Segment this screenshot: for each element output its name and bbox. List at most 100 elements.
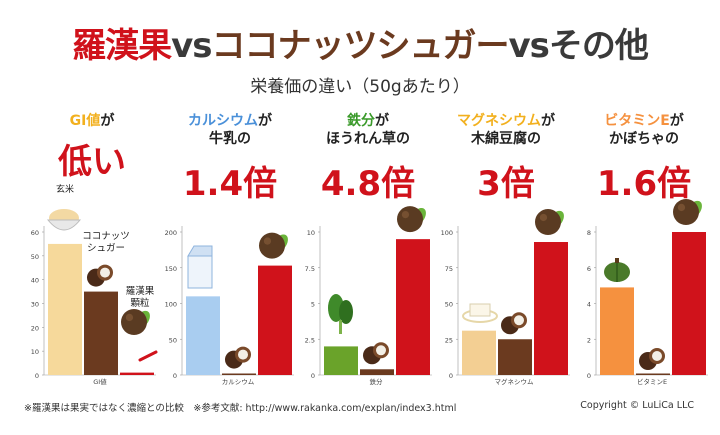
- y-tick-label: 10: [307, 229, 315, 237]
- x-category-label: 鉄分: [370, 377, 384, 386]
- luohan-fruit-icon: [259, 232, 288, 259]
- title-vs-2: vs: [508, 26, 550, 66]
- y-tick-label: 4: [587, 301, 591, 309]
- bar-luohan-guo: [672, 232, 706, 375]
- panel-keyword-suffix: が: [541, 113, 555, 129]
- panel-heading: ビタミンEがかぼちゃの: [574, 112, 714, 148]
- y-tick-label: 2: [587, 336, 591, 344]
- label-brown-rice: 玄米: [56, 183, 74, 195]
- title-luohan: 羅漢果: [72, 26, 172, 66]
- luohan-fruit-icon: [673, 199, 702, 225]
- page-title: 羅漢果vsココナッツシュガーvsその他: [0, 18, 720, 67]
- y-tick-label: 50: [169, 336, 177, 344]
- bar-luohan-guo: [534, 242, 568, 375]
- chart-panel-1: GI値が 低い 0 10 20 30 40 50 60 GI値 玄米 ココナッツ シュガー 羅漢果 顆粒: [22, 112, 162, 392]
- footnote: ※羅漢果は果実ではなく濃縮との比較 ※参考文献: http://www.raka…: [24, 403, 457, 414]
- bar-comparison: [462, 330, 496, 375]
- x-category-label: ビタミンE: [637, 377, 667, 386]
- coconut-icon: [501, 312, 527, 335]
- spinach-icon: [328, 294, 353, 334]
- label-luohan-guo-2: 顆粒: [130, 297, 150, 309]
- luohan-fruit-icon: [535, 209, 564, 236]
- chart-panel-5: ビタミンEが かぼちゃの 1.6倍 0 2 4 6 8 ビタミンE: [574, 112, 714, 392]
- bar-luohan-guo: [120, 372, 154, 375]
- panel-comparison-text: ほうれん草の: [326, 131, 410, 147]
- y-tick-label: 50: [445, 301, 453, 309]
- coconut-icon: [87, 264, 113, 287]
- panel-comparison-text: かぼちゃの: [609, 131, 679, 147]
- rice-bowl-icon: [46, 209, 82, 231]
- y-tick-label: 100: [441, 229, 453, 237]
- panel-keyword: ビタミンE: [604, 113, 670, 129]
- panel-highlight-value: 1.4倍: [182, 164, 278, 204]
- x-category-label: GI値: [93, 377, 107, 386]
- y-tick-label: 0: [173, 372, 177, 380]
- chart-panel-2: カルシウムが 牛乳の 1.4倍 0 50 100 150 200 カルシウム: [160, 112, 300, 392]
- bar-chart: 0 2 4 6 8 ビタミンE: [587, 199, 708, 386]
- bar-chart: 0 50 100 150 200 カルシウム: [165, 226, 294, 386]
- bar-coconut-sugar: [360, 369, 394, 375]
- pumpkin-icon: [604, 258, 630, 282]
- milk-carton-icon: [187, 245, 213, 289]
- label-luohan-guo: 羅漢果: [126, 285, 155, 297]
- coconut-icon: [225, 346, 251, 369]
- panel-highlight-value: 3倍: [477, 164, 535, 204]
- panel-heading: GI値が: [22, 112, 162, 130]
- y-tick-label: 0: [311, 372, 315, 380]
- panel-keyword: マグネシウム: [457, 113, 541, 129]
- panel-keyword: 鉄分: [347, 113, 375, 129]
- bar-comparison: [48, 243, 82, 375]
- bar-luohan-guo: [258, 265, 292, 375]
- y-tick-label: 200: [165, 229, 177, 237]
- panel-highlight-value: 1.6倍: [596, 164, 692, 204]
- x-category-label: マグネシウム: [495, 377, 535, 386]
- bar-comparison: [324, 346, 358, 375]
- bar-coconut-sugar: [636, 373, 670, 375]
- x-category-label: カルシウム: [222, 378, 255, 386]
- panel-keyword-suffix: が: [669, 113, 684, 129]
- panel-highlight-value: 低い: [58, 142, 126, 182]
- y-tick-label: 7.5: [305, 265, 315, 273]
- luohan-fruit-icon: [397, 206, 426, 233]
- y-tick-label: 8: [587, 229, 591, 237]
- panel-keyword-suffix: が: [100, 113, 115, 129]
- y-tick-label: 50: [31, 253, 39, 261]
- panel-keyword-suffix: が: [258, 113, 272, 129]
- y-tick-label: 0: [449, 372, 453, 380]
- bar-comparison: [600, 287, 634, 375]
- title-others: その他: [548, 26, 649, 66]
- title-vs-1: vs: [171, 26, 212, 66]
- coconut-icon: [363, 342, 389, 365]
- y-tick-label: 75: [445, 265, 453, 273]
- bar-comparison: [186, 296, 220, 375]
- label-coconut-sugar-2: シュガー: [87, 243, 125, 254]
- panel-comparison-text: 牛乳の: [209, 131, 251, 147]
- chart-panel-4: マグネシウムが 木綿豆腐の 3倍 0 25 50 75 100 マグネシウム: [436, 112, 576, 392]
- coconut-icon: [639, 348, 665, 370]
- y-tick-label: 5: [311, 301, 315, 309]
- accent-stroke: [138, 350, 158, 362]
- page-subtitle: 栄養価の違い（50gあたり）: [250, 77, 470, 97]
- y-tick-label: 0: [587, 372, 591, 380]
- y-tick-label: 100: [165, 301, 177, 309]
- bar-chart: 0 2.5 5 7.5 10 鉄分: [305, 206, 432, 386]
- tofu-icon: [462, 303, 498, 323]
- label-coconut-sugar: ココナッツ: [82, 231, 130, 242]
- y-tick-label: 0: [35, 372, 39, 380]
- bar-chart: 0 25 50 75 100 マグネシウム: [441, 209, 570, 386]
- panel-keyword: カルシウム: [188, 113, 258, 129]
- y-tick-label: 60: [31, 229, 39, 237]
- chart-panel-3: 鉄分が ほうれん草の 4.8倍 0 2.5 5 7.5 10 鉄分: [298, 112, 438, 392]
- panel-highlight-value: 4.8倍: [320, 164, 416, 204]
- y-tick-label: 2.5: [305, 336, 315, 344]
- bar-luohan-guo: [396, 239, 430, 375]
- bar-coconut-sugar: [222, 373, 256, 375]
- y-tick-label: 40: [31, 277, 39, 285]
- y-tick-label: 6: [587, 265, 591, 273]
- panel-heading: 鉄分がほうれん草の: [298, 112, 438, 148]
- y-tick-label: 150: [165, 265, 177, 273]
- panel-keyword-suffix: が: [375, 113, 389, 129]
- y-tick-label: 25: [445, 336, 453, 344]
- bar-coconut-sugar: [498, 339, 532, 375]
